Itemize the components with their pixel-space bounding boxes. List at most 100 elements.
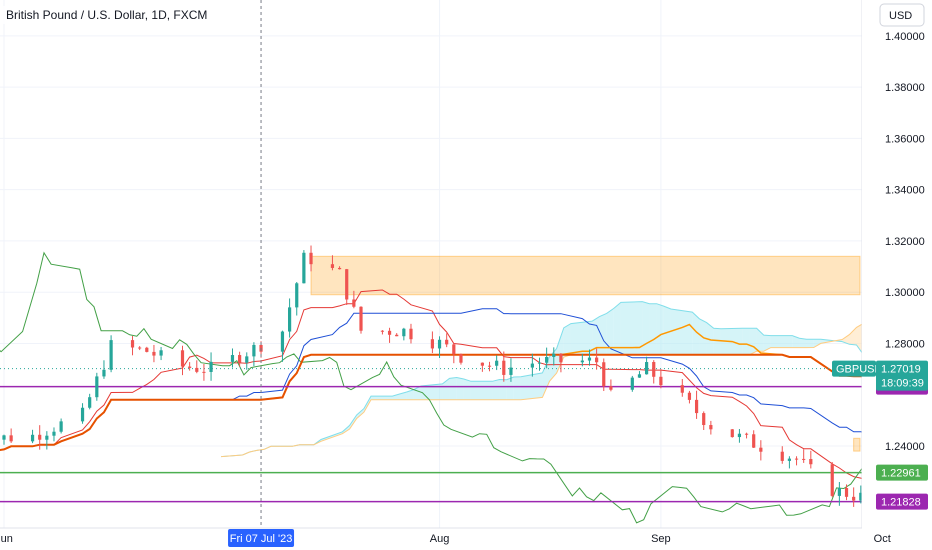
candle-body: [38, 434, 42, 440]
candle-body: [295, 283, 299, 308]
candle-body: [345, 269, 349, 300]
candle-body: [437, 339, 442, 349]
horizontal-levels: [0, 368, 862, 503]
candle-body: [130, 340, 135, 348]
tenkan-line: [0, 289, 932, 508]
cloud-segment: [556, 327, 564, 374]
candle-body: [809, 458, 813, 465]
candle-body: [145, 347, 149, 352]
candle-body: [530, 363, 534, 368]
time-tick-label: Jun: [0, 533, 13, 545]
candle-body: [188, 366, 192, 368]
cloud-segment: [506, 376, 514, 400]
candle-body: [802, 458, 806, 460]
candle-body: [288, 307, 292, 332]
candle-body: [309, 252, 313, 265]
candle-body: [844, 488, 849, 497]
price-tick-label: 1.24000: [885, 441, 925, 453]
candle-body: [352, 299, 356, 307]
candle-body: [202, 371, 206, 373]
cloud-segment: [420, 383, 443, 400]
candle-body: [787, 458, 791, 461]
cloud-segment: [706, 322, 714, 355]
symbol-tag-bg: [832, 360, 876, 377]
candle-body: [780, 451, 784, 461]
cloud-segment: [499, 379, 507, 400]
candle-body: [195, 367, 199, 372]
cloud-segment: [649, 303, 657, 355]
cloud-segment: [642, 301, 650, 355]
cloud-segment: [392, 394, 400, 400]
candle-body: [9, 435, 13, 442]
price-zone: [310, 255, 861, 296]
candle-body: [580, 360, 584, 363]
candle-body: [337, 267, 342, 270]
time-axis[interactable]: [0, 527, 862, 550]
candle-body: [159, 350, 163, 356]
price-tick-label: 1.30000: [885, 287, 925, 299]
price-axis[interactable]: USD: [861, 0, 932, 550]
cloud-segment: [742, 328, 750, 355]
chart-title-bg: [2, 6, 227, 24]
candle-body: [395, 334, 399, 337]
candle-body: [537, 362, 542, 364]
cloud-segment: [806, 339, 814, 348]
cloud-segment: [599, 313, 607, 355]
chart-title: British Pound / U.S. Dollar, 1D, FXCM: [6, 8, 207, 22]
cloud-segment: [713, 328, 721, 355]
candle-body: [859, 492, 863, 501]
time-tick-label: Aug: [430, 533, 450, 545]
current-price-tag: 1.27019: [881, 364, 921, 376]
candle-body: [359, 306, 363, 331]
candle-body: [445, 339, 449, 345]
cloud-segment: [513, 376, 521, 400]
candle-body: [694, 399, 699, 414]
currency-button[interactable]: [879, 3, 925, 27]
cloud-segment: [606, 308, 614, 355]
candle-body: [687, 392, 692, 400]
cloud-segment: [763, 335, 771, 352]
long-baseline: [0, 353, 932, 451]
price-tick-label: 1.36000: [885, 133, 925, 145]
chikou-line: [0, 251, 932, 524]
candle-body: [102, 369, 106, 377]
currency-button-label: USD: [889, 10, 912, 22]
level-price-tag-bg: [876, 493, 928, 510]
level-price-tag: 1.21828: [881, 497, 921, 509]
countdown-tag: 18:09:39: [881, 378, 924, 390]
indicator-lines: [0, 251, 932, 524]
candle-body: [602, 362, 606, 387]
candle-body: [680, 385, 684, 393]
crosshair-date-bg: [228, 529, 295, 547]
candle-body: [245, 356, 249, 363]
candle-body: [138, 347, 142, 349]
candle-body: [830, 464, 834, 496]
candle-body: [645, 362, 649, 375]
candle-body: [387, 330, 392, 335]
cloud-segment: [749, 328, 757, 355]
candle-body: [794, 458, 799, 460]
candle-body: [45, 435, 49, 440]
price-tick-label: 1.34000: [885, 185, 925, 197]
level-price-tag-bg: [876, 464, 928, 481]
candle-body: [280, 331, 285, 352]
candle-body: [238, 355, 242, 363]
crosshair-date-label: Fri 07 Jul '23: [230, 533, 293, 545]
candle-body: [88, 397, 92, 408]
candle-body: [230, 355, 235, 362]
symbol-tag: GBPUSD: [836, 364, 883, 376]
candle-body: [744, 433, 749, 435]
candle-body: [380, 330, 385, 332]
cloud-segment: [692, 312, 700, 355]
candle-body: [402, 328, 406, 337]
candle-body: [95, 376, 99, 398]
candle-body: [752, 434, 756, 448]
price-axis-ticks: 1.40000 1.38000 1.36000 1.34000 1.32000 1.300…: [885, 31, 925, 453]
candle-body: [480, 362, 484, 366]
candle-body: [545, 356, 549, 363]
candle-body: [652, 362, 656, 377]
candle-body: [609, 386, 613, 390]
candle-body: [59, 421, 63, 432]
cloud-segment: [799, 338, 807, 348]
